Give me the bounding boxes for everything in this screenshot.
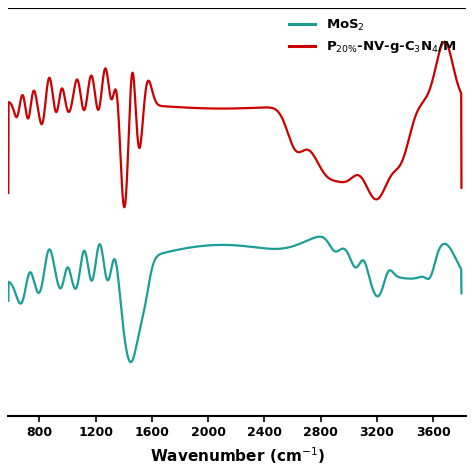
Legend: MoS$_2$, P$_{20\%}$-NV-g-C$_3$N$_4$/M: MoS$_2$, P$_{20\%}$-NV-g-C$_3$N$_4$/M	[283, 12, 462, 61]
X-axis label: Wavenumber (cm$^{-1}$): Wavenumber (cm$^{-1}$)	[149, 445, 325, 465]
